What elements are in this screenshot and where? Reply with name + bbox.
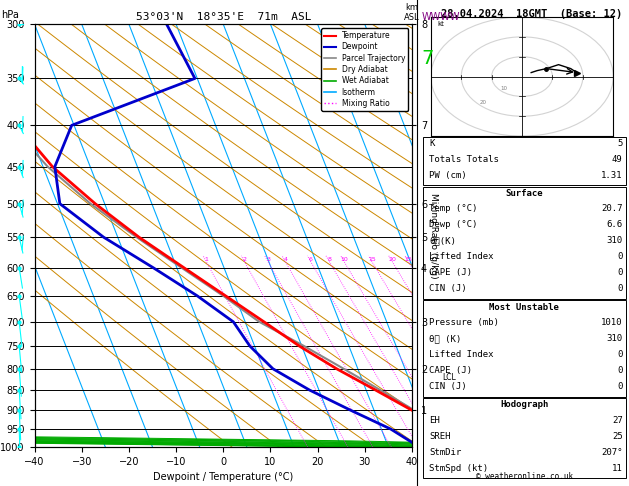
- Text: 25: 25: [612, 432, 623, 441]
- Text: 0: 0: [617, 252, 623, 261]
- Text: Hodograph: Hodograph: [500, 400, 548, 409]
- Text: θᴄ(K): θᴄ(K): [429, 236, 456, 245]
- Text: CIN (J): CIN (J): [429, 284, 467, 294]
- Text: 15: 15: [368, 257, 376, 262]
- Title: 53°03'N  18°35'E  71m  ASL: 53°03'N 18°35'E 71m ASL: [135, 12, 311, 22]
- Text: Most Unstable: Most Unstable: [489, 303, 559, 312]
- Text: LCL: LCL: [442, 373, 456, 382]
- Text: 6: 6: [309, 257, 313, 262]
- Text: 27: 27: [612, 416, 623, 425]
- Text: 7: 7: [421, 49, 434, 68]
- Text: 49: 49: [612, 155, 623, 164]
- Y-axis label: Mixing Ratio (g/kg): Mixing Ratio (g/kg): [430, 193, 438, 278]
- Text: EH: EH: [429, 416, 440, 425]
- Text: 6.6: 6.6: [606, 220, 623, 229]
- Text: 11: 11: [612, 464, 623, 473]
- Text: 3: 3: [266, 257, 270, 262]
- Text: StmDir: StmDir: [429, 448, 461, 457]
- Text: 10: 10: [501, 87, 508, 91]
- X-axis label: Dewpoint / Temperature (°C): Dewpoint / Temperature (°C): [153, 472, 293, 483]
- Text: PW (cm): PW (cm): [429, 171, 467, 180]
- Text: 4: 4: [284, 257, 287, 262]
- Text: 310: 310: [606, 236, 623, 245]
- Text: © weatheronline.co.uk: © weatheronline.co.uk: [476, 472, 573, 481]
- Text: 1010: 1010: [601, 318, 623, 327]
- Text: CAPE (J): CAPE (J): [429, 268, 472, 278]
- Text: Lifted Index: Lifted Index: [429, 350, 494, 359]
- Text: hPa: hPa: [1, 10, 18, 20]
- Text: 25: 25: [404, 257, 413, 262]
- Text: km
ASL: km ASL: [404, 3, 420, 22]
- Text: 0: 0: [617, 382, 623, 391]
- Text: 5: 5: [617, 139, 623, 148]
- Text: θᴄ (K): θᴄ (K): [429, 334, 461, 343]
- Text: 10: 10: [340, 257, 348, 262]
- Text: kt: kt: [437, 21, 444, 27]
- Text: StmSpd (kt): StmSpd (kt): [429, 464, 488, 473]
- Text: 20: 20: [389, 257, 396, 262]
- Legend: Temperature, Dewpoint, Parcel Trajectory, Dry Adiabat, Wet Adiabat, Isotherm, Mi: Temperature, Dewpoint, Parcel Trajectory…: [321, 28, 408, 111]
- Text: Dewp (°C): Dewp (°C): [429, 220, 477, 229]
- Text: 310: 310: [606, 334, 623, 343]
- Text: Temp (°C): Temp (°C): [429, 204, 477, 213]
- Text: 0: 0: [617, 350, 623, 359]
- Text: 0: 0: [617, 268, 623, 278]
- Text: WWWW: WWWW: [421, 12, 460, 22]
- Text: 28.04.2024  18GMT  (Base: 12): 28.04.2024 18GMT (Base: 12): [441, 9, 622, 19]
- Text: CIN (J): CIN (J): [429, 382, 467, 391]
- Text: Pressure (mb): Pressure (mb): [429, 318, 499, 327]
- Text: 207°: 207°: [601, 448, 623, 457]
- Text: 0: 0: [617, 284, 623, 294]
- Text: 0: 0: [617, 366, 623, 375]
- Text: 2: 2: [243, 257, 247, 262]
- Text: SREH: SREH: [429, 432, 450, 441]
- Text: 1.31: 1.31: [601, 171, 623, 180]
- Text: Lifted Index: Lifted Index: [429, 252, 494, 261]
- Text: Surface: Surface: [506, 189, 543, 198]
- Text: 8: 8: [328, 257, 331, 262]
- Text: CAPE (J): CAPE (J): [429, 366, 472, 375]
- Text: 20: 20: [479, 100, 486, 105]
- Text: 1: 1: [204, 257, 208, 262]
- Text: 20.7: 20.7: [601, 204, 623, 213]
- Text: K: K: [429, 139, 435, 148]
- Text: Totals Totals: Totals Totals: [429, 155, 499, 164]
